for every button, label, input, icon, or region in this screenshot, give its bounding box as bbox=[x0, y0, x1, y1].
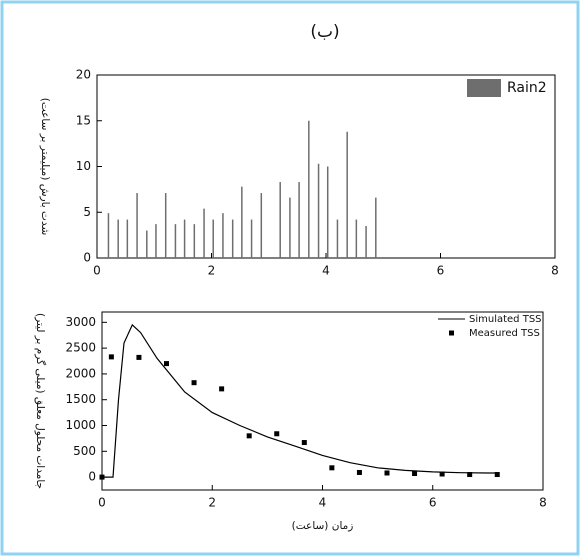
x-tick-label: 6 bbox=[437, 264, 445, 278]
marker bbox=[356, 469, 362, 475]
legend-swatch bbox=[467, 79, 501, 97]
marker bbox=[274, 431, 280, 437]
bar bbox=[193, 224, 196, 258]
bar bbox=[126, 219, 129, 258]
bar bbox=[222, 213, 224, 258]
bar bbox=[136, 193, 138, 258]
bar bbox=[317, 163, 320, 258]
y-axis-label: شدت بارش (میلیمتر بر ساعت) bbox=[39, 98, 51, 236]
bar bbox=[174, 224, 177, 258]
bar bbox=[117, 219, 119, 258]
legend-label: Simulated TSS bbox=[469, 314, 542, 325]
bar bbox=[155, 224, 157, 258]
bar bbox=[279, 182, 281, 258]
y-tick-label: 1000 bbox=[65, 418, 96, 432]
marker bbox=[136, 354, 142, 360]
x-tick-label: 4 bbox=[322, 264, 330, 278]
y-tick-label: 10 bbox=[76, 159, 91, 173]
y-tick-label: 5 bbox=[83, 205, 91, 219]
y-tick-label: 3000 bbox=[65, 315, 96, 329]
y-axis-label: جامدات محلول معلق (میلی گرم بر لیتر) bbox=[34, 313, 47, 489]
y-tick-label: 20 bbox=[76, 68, 91, 82]
y-tick-label: 0 bbox=[88, 470, 96, 484]
line bbox=[102, 323, 498, 478]
x-tick-label: 0 bbox=[93, 264, 101, 278]
bar bbox=[365, 225, 367, 258]
x-tick-label: 8 bbox=[539, 496, 547, 510]
marker bbox=[301, 440, 307, 446]
y-tick-label: 15 bbox=[76, 113, 91, 127]
bar bbox=[308, 120, 310, 258]
marker bbox=[163, 361, 169, 367]
x-tick-label: 0 bbox=[98, 496, 106, 510]
bar bbox=[289, 197, 291, 258]
bar bbox=[336, 219, 339, 258]
y-tick-label: 2500 bbox=[65, 341, 96, 355]
bar bbox=[203, 208, 205, 258]
legend-label: Rain2 bbox=[507, 80, 547, 96]
y-tick-label: 500 bbox=[73, 444, 96, 458]
marker bbox=[191, 380, 197, 386]
x-tick-label: 6 bbox=[429, 496, 437, 510]
bar bbox=[241, 186, 243, 258]
bar bbox=[212, 219, 214, 258]
bar bbox=[375, 197, 377, 258]
bar bbox=[146, 230, 148, 258]
marker bbox=[219, 386, 225, 392]
legend-marker bbox=[449, 330, 454, 336]
bar bbox=[164, 193, 167, 258]
x-tick-label: 8 bbox=[551, 264, 559, 278]
marker bbox=[494, 472, 500, 478]
marker bbox=[467, 472, 473, 478]
x-axis-label: زمان (ساعت) bbox=[292, 520, 354, 532]
bar bbox=[231, 219, 234, 258]
bar bbox=[250, 219, 253, 258]
marker bbox=[384, 470, 390, 476]
marker bbox=[412, 470, 418, 476]
marker bbox=[99, 474, 105, 480]
bar bbox=[183, 219, 186, 258]
marker bbox=[329, 465, 335, 471]
y-tick-label: 0 bbox=[83, 251, 91, 265]
marker bbox=[439, 471, 445, 477]
bar bbox=[298, 182, 300, 258]
x-tick-label: 2 bbox=[208, 264, 216, 278]
marker bbox=[246, 433, 252, 439]
legend-label: Measured TSS bbox=[469, 328, 540, 339]
bar bbox=[107, 213, 110, 258]
y-tick-label: 2000 bbox=[65, 366, 96, 380]
x-tick-label: 2 bbox=[208, 496, 216, 510]
y-tick-label: 1500 bbox=[65, 392, 96, 406]
bar bbox=[260, 193, 263, 258]
bar bbox=[326, 166, 329, 258]
figure-title: (ب) bbox=[310, 22, 339, 42]
bar bbox=[355, 219, 358, 258]
x-tick-label: 4 bbox=[319, 496, 327, 510]
bar bbox=[346, 131, 348, 258]
marker bbox=[108, 354, 114, 360]
